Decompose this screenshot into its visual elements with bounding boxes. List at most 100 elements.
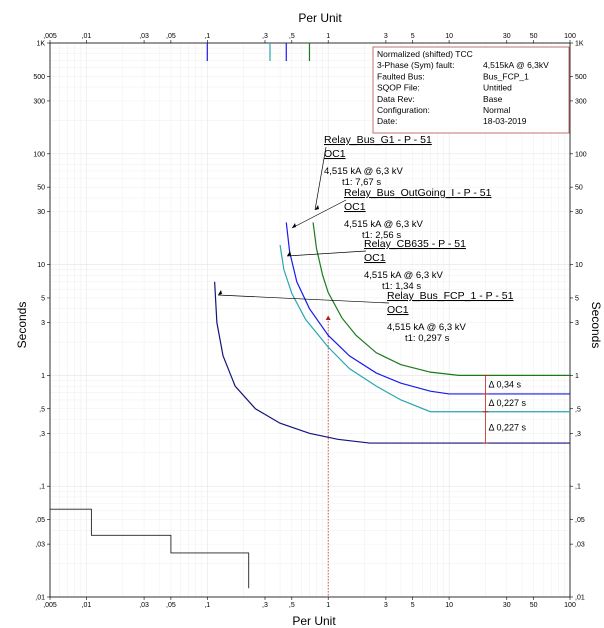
y-tick-label-left: 10 xyxy=(37,262,45,269)
x-tick-label-top: ,1 xyxy=(204,33,210,40)
info-box-frame xyxy=(372,46,570,134)
x-tick-label-top: ,5 xyxy=(289,33,295,40)
x-tick-label-top: ,005 xyxy=(43,33,57,40)
info-value: Base xyxy=(483,94,503,104)
y-tick-label-right: 100 xyxy=(575,151,587,158)
x-tick-label-bottom: ,5 xyxy=(289,602,295,609)
info-label: Data Rev: xyxy=(377,94,415,104)
y-tick-label-left: 500 xyxy=(33,74,45,81)
y-tick-label-left: 300 xyxy=(33,98,45,105)
x-axis-title-bottom: Per Unit xyxy=(292,614,336,628)
grid xyxy=(49,42,571,598)
x-tick-label-bottom: 5 xyxy=(411,602,415,609)
curve-leader xyxy=(286,250,367,257)
y-tick-label-right: ,01 xyxy=(575,595,585,602)
curve-sublabel: OC1 xyxy=(387,304,409,316)
downstream-device-curve xyxy=(50,508,250,589)
y-tick-label-left: 30 xyxy=(37,209,45,216)
y-tick-label-left: 3 xyxy=(41,320,45,327)
curve-trip-text: t1: 7,67 s xyxy=(342,177,381,188)
x-tick-label-bottom: 30 xyxy=(503,602,511,609)
relay-curve xyxy=(312,222,570,376)
x-tick-label-bottom: ,05 xyxy=(166,602,176,609)
y-tick-label-right: ,03 xyxy=(575,542,585,549)
curve-annotations: Relay_Bus_G1 - P - 51 OC1 4,515 kA @ 6,3 k… xyxy=(217,134,514,344)
info-value: 4,515kA @ 6,3kV xyxy=(483,60,549,70)
x-axis-title-top: Per Unit xyxy=(298,11,342,25)
x-tick-label-top: ,3 xyxy=(262,33,268,40)
x-tick-label-bottom: 10 xyxy=(445,602,453,609)
y-tick-label-left: 1K xyxy=(36,41,45,48)
x-tick-label-top: 1 xyxy=(326,33,330,40)
y-tick-label-left: 1 xyxy=(41,373,45,380)
delta-annotations: Δ 0,34 s Δ 0,227 s Δ 0,227 s xyxy=(482,374,527,444)
x-tick-label-top: 3 xyxy=(384,33,388,40)
curve-sublabel: OC1 xyxy=(364,252,386,264)
x-tick-label-bottom: ,3 xyxy=(262,602,268,609)
x-tick-label-bottom: ,01 xyxy=(82,602,92,609)
curve-label: Relay_Bus_G1 - P - 51 xyxy=(324,134,432,146)
curve-fault-text: 4,515 kA @ 6,3 kV xyxy=(387,322,466,333)
axis-ticks: ,005,005,01,01,03,03,05,05,1,1,3,3,5,511… xyxy=(33,33,586,609)
y-tick-label-right: 30 xyxy=(575,209,583,216)
info-value: Untitled xyxy=(483,83,512,93)
leader-arrowhead xyxy=(287,251,291,256)
curve-sublabel: OC1 xyxy=(344,201,366,213)
x-tick-label-bottom: 1 xyxy=(326,602,330,609)
curve-trip-text: t1: 2,56 s xyxy=(362,230,401,241)
x-tick-label-bottom: ,005 xyxy=(43,602,57,609)
info-label: Faulted Bus: xyxy=(377,71,425,81)
leader-arrowhead xyxy=(218,290,222,295)
info-label: 3-Phase (Sym) fault: xyxy=(377,60,454,70)
x-tick-label-top: ,01 xyxy=(82,33,92,40)
y-axis-title-left: Seconds xyxy=(15,302,29,349)
y-tick-label-right: ,1 xyxy=(575,484,581,491)
curve-leader xyxy=(314,146,327,211)
y-tick-label-left: ,01 xyxy=(35,595,45,602)
curve-fault-text: 4,515 kA @ 6,3 kV xyxy=(324,166,403,177)
x-tick-label-bottom: 100 xyxy=(564,602,576,609)
y-tick-label-right: 50 xyxy=(575,185,583,192)
fault-marker xyxy=(325,315,331,320)
relay-curve xyxy=(279,244,570,413)
info-label: SQOP File: xyxy=(377,83,420,93)
info-label: Date: xyxy=(377,116,397,126)
curve-label: Relay_Bus_FCP_1 - P - 51 xyxy=(387,290,514,302)
leader-arrowhead xyxy=(292,223,296,228)
y-tick-label-left: ,5 xyxy=(39,406,45,413)
y-tick-label-right: 300 xyxy=(575,98,587,105)
relay-curves xyxy=(50,43,570,597)
curve-trip-text: t1: 0,297 s xyxy=(405,333,450,344)
y-tick-label-right: 10 xyxy=(575,262,583,269)
curve-sublabel: OC1 xyxy=(324,148,346,160)
x-tick-label-top: 10 xyxy=(445,33,453,40)
x-tick-label-bottom: ,1 xyxy=(204,602,210,609)
curve-leader xyxy=(217,294,390,304)
y-tick-label-right: 5 xyxy=(575,295,579,302)
x-tick-label-bottom: ,03 xyxy=(139,602,149,609)
y-tick-label-right: ,5 xyxy=(575,406,581,413)
curve-fault-text: 4,515 kA @ 6,3 kV xyxy=(344,219,423,230)
y-tick-label-left: 50 xyxy=(37,185,45,192)
delta-label: Δ 0,34 s xyxy=(488,380,521,390)
curve-label: Relay_Bus_OutGoing_I - P - 51 xyxy=(344,187,492,199)
y-tick-label-left: ,05 xyxy=(35,517,45,524)
y-tick-label-right: ,05 xyxy=(575,517,585,524)
y-tick-label-right: ,3 xyxy=(575,431,581,438)
y-tick-label-right: 1 xyxy=(575,373,579,380)
relay-curve xyxy=(285,222,570,395)
info-value: Normal xyxy=(483,105,511,115)
y-axis-title-right: Seconds xyxy=(589,302,603,349)
x-tick-label-top: 30 xyxy=(503,33,511,40)
info-value: Bus_FCP_1 xyxy=(483,71,529,81)
delta-label: Δ 0,227 s xyxy=(488,422,526,432)
y-tick-label-right: 500 xyxy=(575,74,587,81)
x-tick-label-top: ,05 xyxy=(166,33,176,40)
x-tick-label-top: 50 xyxy=(530,33,538,40)
y-tick-label-right: 3 xyxy=(575,320,579,327)
x-tick-label-top: 5 xyxy=(411,33,415,40)
relay-curve xyxy=(214,281,570,444)
curve-trip-text: t1: 1,34 s xyxy=(382,281,421,292)
